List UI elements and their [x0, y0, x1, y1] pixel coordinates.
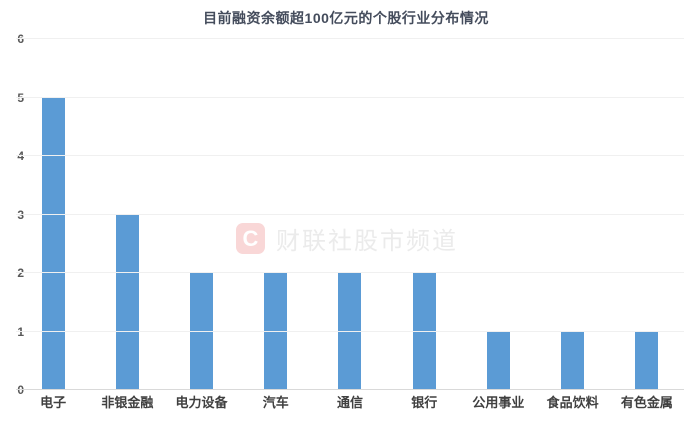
gridline	[16, 272, 684, 273]
chart-title: 目前融资余额超100亿元的个股行业分布情况	[203, 10, 489, 26]
y-tick-label: 6	[0, 31, 26, 47]
y-axis: 0 1 2 3 4 5 6	[0, 31, 26, 398]
gridline	[16, 96, 684, 98]
gridline	[16, 155, 684, 156]
bar-slot	[313, 39, 387, 390]
x-axis: 电子 非银金融 电力设备 汽车 通信 银行 公用事业 食品饮料 有色金属	[16, 395, 684, 415]
y-tick-label: 2	[0, 265, 26, 282]
y-tick-label: 4	[0, 148, 26, 165]
y-tick-label: 1	[0, 323, 26, 340]
bar-汽车	[264, 273, 288, 390]
y-tick-label: 5	[0, 89, 26, 106]
bar-通信	[338, 273, 362, 390]
bar-电子	[41, 97, 65, 390]
x-tick-label: 电子	[40, 395, 67, 410]
x-tick-label: 通信	[336, 395, 363, 410]
bar-slot	[387, 39, 461, 390]
x-axis-line	[16, 389, 684, 390]
gridline	[16, 38, 684, 39]
gridline	[16, 213, 684, 215]
bar-slot	[461, 39, 535, 390]
y-tick-label: 3	[0, 206, 26, 223]
bars-row	[16, 39, 684, 390]
bar-非银金融	[115, 214, 139, 390]
bar-电力设备	[190, 273, 214, 390]
bar-有色金属	[635, 331, 659, 390]
bar-slot	[90, 39, 164, 390]
bar-slot	[164, 39, 238, 390]
bar-银行	[412, 273, 436, 390]
gridline	[16, 330, 684, 332]
plot-area	[16, 38, 684, 390]
x-tick-label: 食品饮料	[546, 395, 599, 410]
x-tick-label: 有色金属	[620, 395, 673, 410]
x-tick-label: 银行	[411, 395, 438, 410]
bar-slot	[239, 39, 313, 390]
bar-slot	[610, 39, 684, 390]
x-tick-label: 非银金融	[101, 395, 154, 410]
bar-slot	[16, 39, 90, 390]
bar-slot	[536, 39, 610, 390]
x-tick-label: 汽车	[262, 395, 289, 410]
x-tick-label: 公用事业	[472, 395, 525, 410]
y-tick-label: 0	[0, 382, 26, 398]
x-tick-label: 电力设备	[175, 395, 228, 410]
bar-公用事业	[486, 331, 510, 390]
bar-食品饮料	[561, 331, 585, 390]
